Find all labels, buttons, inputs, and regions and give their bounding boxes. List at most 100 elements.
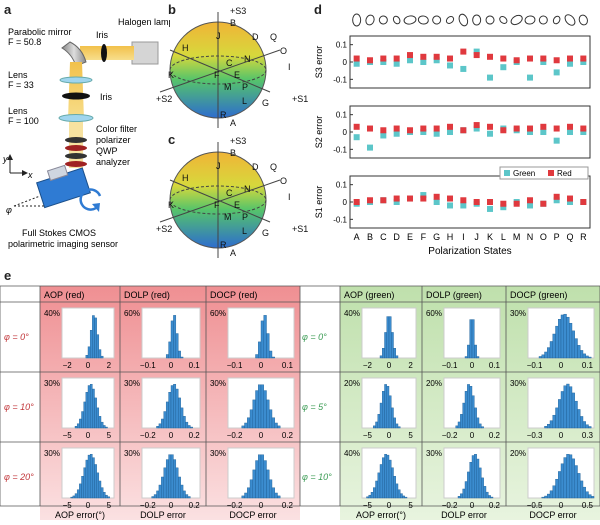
category-label: D bbox=[393, 232, 400, 242]
histogram-bar bbox=[588, 426, 592, 429]
category-label: E bbox=[407, 232, 413, 242]
data-point-red bbox=[473, 122, 480, 129]
data-point-green bbox=[553, 197, 560, 204]
vertical-beam-bottom bbox=[69, 120, 83, 168]
histogram-bar bbox=[476, 356, 480, 359]
histogram-tick-label: 5 bbox=[408, 431, 413, 440]
data-point-red bbox=[407, 52, 413, 59]
histogram-bar bbox=[460, 414, 463, 429]
label-mirror-f: F = 50.8 bbox=[8, 37, 41, 47]
category-label: C bbox=[380, 232, 387, 242]
histogram-bar bbox=[79, 483, 82, 499]
data-point-green bbox=[580, 129, 587, 135]
histogram-bar bbox=[388, 395, 392, 429]
histogram-bar bbox=[165, 459, 169, 499]
data-point-green bbox=[447, 62, 453, 69]
histogram-tick-label: 0.2 bbox=[189, 501, 201, 510]
data-point-green bbox=[433, 130, 440, 137]
data-point-green bbox=[540, 59, 547, 65]
histogram-bar bbox=[544, 495, 548, 499]
y-tick-label: 0 bbox=[343, 58, 348, 67]
sphere-b-label-plus-S1: +S1 bbox=[292, 94, 308, 104]
histogram-bar bbox=[185, 494, 189, 499]
histogram-tick-label: 0 bbox=[470, 361, 475, 370]
histogram-bar bbox=[571, 458, 575, 499]
data-point-red bbox=[447, 55, 453, 62]
histogram-bar bbox=[81, 411, 84, 429]
data-point-red bbox=[513, 125, 520, 132]
histogram-bar bbox=[577, 473, 581, 499]
histogram-y-label: 30% bbox=[210, 379, 226, 388]
category-label: J bbox=[474, 232, 479, 242]
histogram-bar bbox=[89, 384, 93, 429]
sphere-c-label-N: N bbox=[244, 184, 251, 194]
data-point-green bbox=[353, 60, 360, 67]
data-point-green bbox=[500, 204, 507, 211]
sphere-b-label-F: F bbox=[214, 70, 220, 80]
histogram-bar bbox=[566, 383, 570, 429]
category-label: G bbox=[433, 232, 440, 242]
histogram-bar bbox=[490, 496, 494, 499]
histogram-bar bbox=[481, 426, 484, 429]
histogram-bar bbox=[577, 409, 581, 429]
histogram-bar bbox=[170, 320, 174, 359]
category-label: I bbox=[462, 232, 465, 242]
histogram-bar bbox=[94, 317, 97, 359]
histogram-bar bbox=[375, 421, 378, 429]
histogram-bar bbox=[585, 491, 589, 499]
histogram-bar bbox=[547, 347, 551, 359]
data-point-red bbox=[473, 199, 480, 205]
label-halogen-lamp: Halogen lamp bbox=[118, 17, 170, 27]
y-tick-label: 0 bbox=[343, 128, 348, 137]
qwp-icon bbox=[65, 153, 87, 159]
histogram-bar bbox=[549, 420, 553, 429]
panel-label-b: b bbox=[168, 2, 176, 17]
histogram-bar bbox=[263, 315, 267, 359]
histogram-tick-label: 5 bbox=[107, 501, 112, 510]
histogram-bar bbox=[87, 346, 91, 359]
label-sensor-2: polarimetric imaging sensor bbox=[8, 239, 118, 249]
histogram-y-label: 20% bbox=[510, 449, 526, 458]
data-point-red bbox=[420, 125, 427, 132]
data-point-green bbox=[487, 130, 493, 137]
histogram-bar bbox=[182, 416, 186, 429]
histogram-bar bbox=[96, 472, 100, 499]
histogram-tick-label: 0 bbox=[86, 501, 91, 510]
histogram-tick-label: 0.3 bbox=[582, 431, 594, 440]
histogram-bar bbox=[585, 355, 589, 359]
histogram-bar bbox=[151, 496, 155, 499]
sphere-b-label-R: R bbox=[220, 110, 227, 120]
histogram-bar bbox=[92, 457, 95, 499]
polarizer-icon bbox=[65, 145, 87, 151]
histogram-tick-label: −2 bbox=[63, 361, 73, 370]
histogram-bar bbox=[404, 496, 408, 499]
histogram-bar bbox=[569, 454, 573, 499]
data-point-red bbox=[487, 199, 493, 205]
y-tick-label: 0.1 bbox=[336, 111, 348, 120]
histogram-tick-label: 0.5 bbox=[582, 501, 594, 510]
polarization-glyph-N bbox=[524, 15, 536, 25]
histogram-bar bbox=[100, 487, 104, 499]
data-point-green bbox=[553, 69, 560, 76]
data-point-green bbox=[527, 202, 533, 209]
histogram-bar bbox=[175, 333, 179, 359]
histogram-tick-label: 0.2 bbox=[489, 501, 501, 510]
histogram-bar bbox=[386, 454, 390, 499]
histogram-bar bbox=[591, 496, 595, 499]
data-point-green bbox=[393, 199, 400, 205]
histogram-bar bbox=[582, 353, 586, 359]
data-point-green bbox=[527, 129, 533, 135]
polarization-glyph-L bbox=[499, 16, 508, 24]
data-point-red bbox=[353, 123, 360, 130]
histogram-bar bbox=[107, 496, 110, 499]
histogram-bar bbox=[478, 467, 482, 499]
data-point-red bbox=[540, 200, 547, 207]
histogram-y-label: 40% bbox=[344, 309, 360, 318]
footer-axis-label: DOLP error bbox=[441, 510, 487, 520]
histogram-bar bbox=[76, 423, 80, 429]
histogram-bar bbox=[271, 356, 275, 359]
error-histogram-table: AOP (red) DOLP (red) DOCP (red) AOP (green)… bbox=[0, 285, 600, 520]
sphere-c-label-C: C bbox=[226, 188, 233, 198]
label-color-filter: Color filter bbox=[96, 124, 137, 134]
